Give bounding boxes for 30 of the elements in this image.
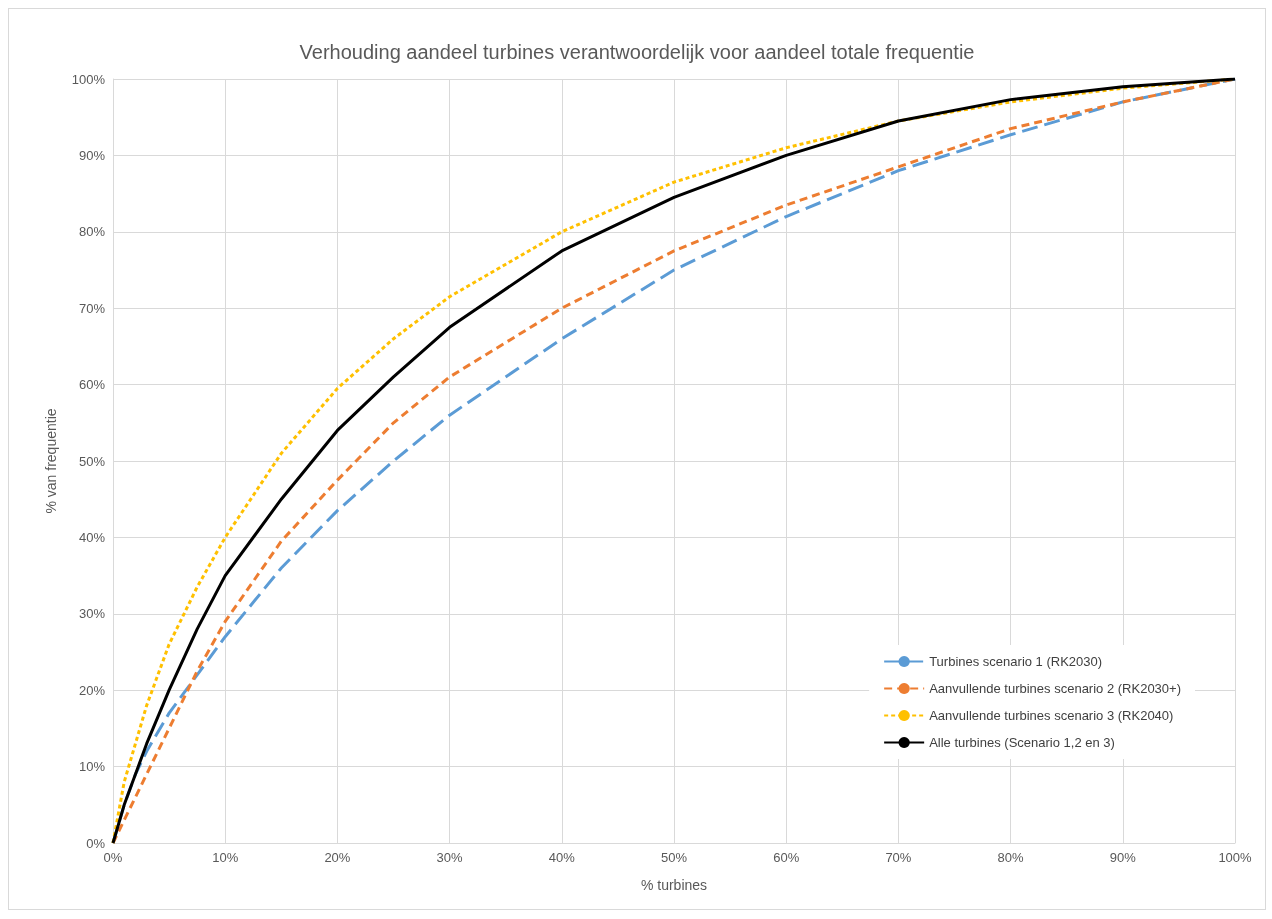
y-tick-label: 80% xyxy=(78,224,106,240)
y-tick-label: 20% xyxy=(78,682,106,698)
y-tick-label: 100% xyxy=(71,71,106,87)
x-tick-label: 90% xyxy=(1109,850,1137,865)
y-axis-title: % van frequentie xyxy=(43,408,59,514)
legend-label: Aanvullende turbines scenario 3 (RK2040) xyxy=(929,708,1174,723)
x-tick-label: 40% xyxy=(548,850,576,865)
y-tick-label: 40% xyxy=(78,529,106,545)
x-tick-label: 10% xyxy=(212,850,239,865)
x-tick-label: 50% xyxy=(660,850,688,865)
legend-label: Aanvullende turbines scenario 2 (RK2030+) xyxy=(929,681,1182,696)
y-tick-label: 10% xyxy=(78,759,106,775)
x-axis-title: % turbines xyxy=(640,877,708,893)
x-tick-label: 80% xyxy=(997,850,1025,865)
x-tick-label: 70% xyxy=(885,850,912,865)
x-tick-label: 100% xyxy=(1218,850,1253,865)
legend-label: Turbines scenario 1 (RK2030) xyxy=(929,654,1103,669)
y-tick-label: 30% xyxy=(78,606,106,622)
x-tick-label: 30% xyxy=(436,850,464,865)
legend-label: Alle turbines (Scenario 1,2 en 3) xyxy=(929,735,1115,750)
y-tick-label: 90% xyxy=(78,147,106,163)
y-tick-label: 0% xyxy=(86,835,106,851)
x-tick-label: 0% xyxy=(103,850,123,865)
y-tick-label: 50% xyxy=(78,453,106,469)
y-tick-label: 60% xyxy=(78,377,106,393)
chart-title: Verhouding aandeel turbines verantwoordelijk voor aandeel totale frequentie xyxy=(299,41,975,63)
x-tick-label: 60% xyxy=(773,850,800,865)
line-series xyxy=(111,77,1237,845)
y-tick-label: 70% xyxy=(78,300,106,316)
x-tick-label: 20% xyxy=(324,850,351,865)
